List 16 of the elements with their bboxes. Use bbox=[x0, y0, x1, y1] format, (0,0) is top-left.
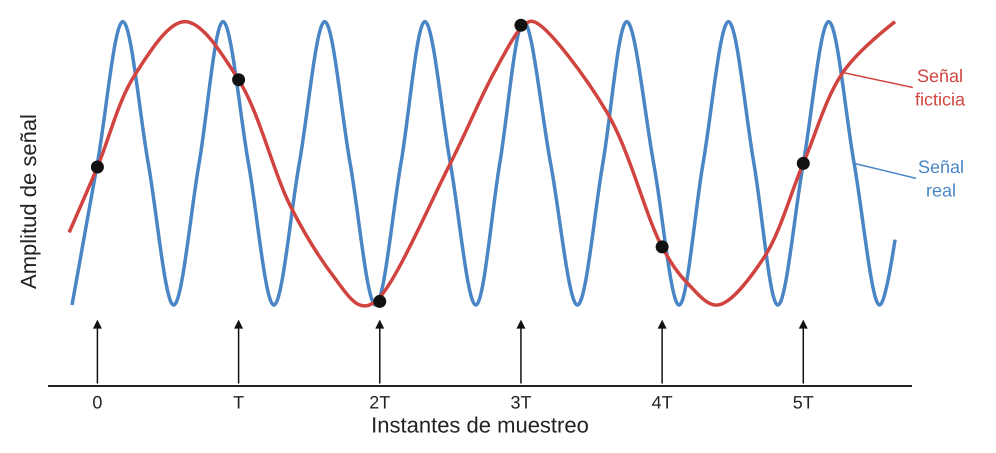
point bbox=[514, 18, 528, 32]
point bbox=[796, 156, 810, 170]
x-tick-label: T bbox=[233, 392, 244, 412]
x-tick-label: 3T bbox=[510, 392, 532, 412]
x-tick-label: 5T bbox=[792, 392, 814, 412]
x-axis-title: Instantes de muestreo bbox=[371, 412, 589, 438]
x-tick-label: 2T bbox=[369, 392, 390, 412]
legend-label: Señal real bbox=[918, 157, 964, 200]
y-axis-title: Amplitud de señal bbox=[16, 114, 41, 289]
point bbox=[90, 160, 104, 174]
legend-label: Señal ficticia bbox=[915, 66, 966, 110]
point bbox=[373, 294, 386, 308]
x-tick-label: 0 bbox=[92, 392, 102, 412]
point bbox=[656, 240, 669, 254]
point bbox=[232, 73, 246, 86]
x-tick-label: 4T bbox=[652, 392, 673, 412]
